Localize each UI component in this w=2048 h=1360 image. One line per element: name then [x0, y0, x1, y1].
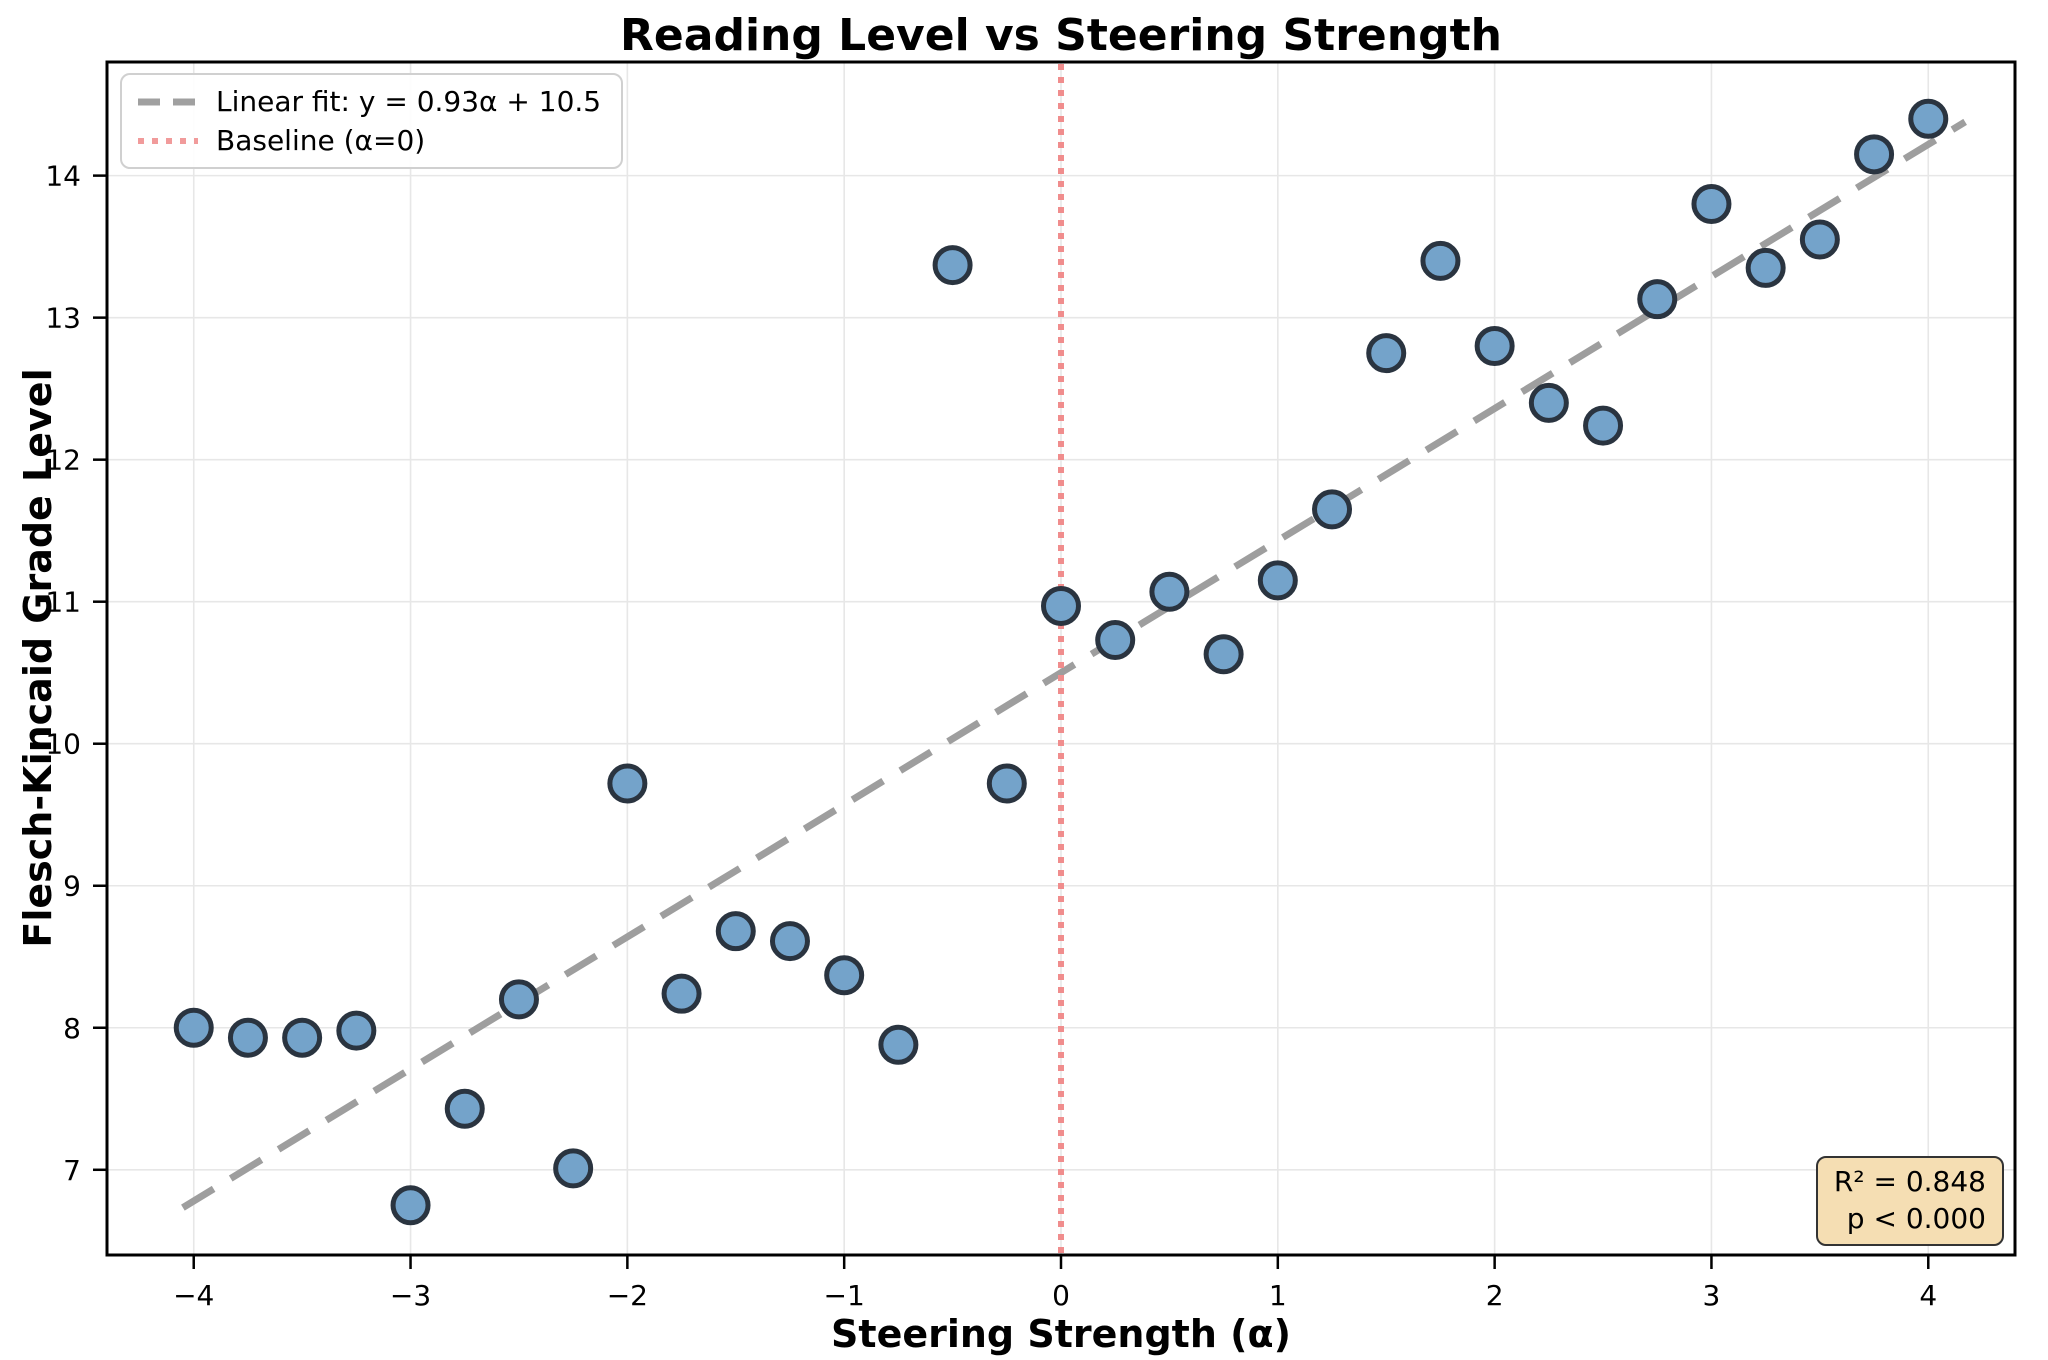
scatter-point — [1854, 134, 1895, 175]
scatter-point — [932, 245, 973, 286]
x-tick-label: −1 — [824, 1279, 865, 1312]
x-tick-label: 0 — [1052, 1279, 1070, 1312]
x-tick-label: 1 — [1269, 1279, 1287, 1312]
y-tick-label: 13 — [45, 302, 81, 335]
legend-label-baseline: Baseline (α=0) — [216, 124, 426, 157]
scatter-point — [1149, 571, 1190, 612]
legend-label-linear-fit: Linear fit: y = 0.93α + 10.5 — [216, 85, 602, 118]
scatter-point — [1583, 405, 1624, 446]
y-tick-label: 14 — [45, 160, 81, 193]
scatter-point — [1637, 279, 1678, 320]
scatter-point — [390, 1185, 431, 1226]
scatter-point — [1312, 489, 1353, 530]
y-axis-label: Flesch-Kincaid Grade Level — [16, 368, 60, 948]
scatter-point — [715, 911, 756, 952]
scatter-point — [498, 979, 539, 1020]
scatter-point — [1257, 560, 1298, 601]
stats-annotation: R² = 0.848 p < 0.000 — [1815, 1156, 2004, 1246]
y-tick-label: 8 — [63, 1012, 81, 1045]
scatter-point — [661, 973, 702, 1014]
scatter-point — [1420, 240, 1461, 281]
scatter-point — [769, 921, 810, 962]
y-tick-label: 10 — [45, 728, 81, 761]
scatter-point — [824, 955, 865, 996]
scatter-point — [1908, 98, 1949, 139]
y-tick-label: 9 — [63, 870, 81, 903]
legend-item-linear-fit: Linear fit: y = 0.93α + 10.5 — [136, 85, 601, 118]
y-tick-label: 7 — [63, 1154, 81, 1187]
scatter-point — [1745, 247, 1786, 288]
legend: Linear fit: y = 0.93α + 10.5 Baseline (α… — [120, 73, 624, 169]
scatter-point — [282, 1017, 323, 1058]
x-tick-label: −4 — [173, 1279, 214, 1312]
scatter-point — [1366, 333, 1407, 374]
scatter-point — [1095, 620, 1136, 661]
scatter-point — [444, 1088, 485, 1129]
x-tick-label: −3 — [390, 1279, 431, 1312]
x-tick-label: 4 — [1919, 1279, 1937, 1312]
x-tick-label: −2 — [607, 1279, 648, 1312]
scatter-point — [607, 763, 648, 804]
x-tick-label: 2 — [1486, 1279, 1504, 1312]
scatter-point — [1474, 326, 1515, 367]
scatter-point — [227, 1017, 268, 1058]
scatter-point — [336, 1010, 377, 1051]
x-tick-label: 3 — [1703, 1279, 1721, 1312]
dotted-line-swatch — [138, 137, 198, 144]
scatter-point — [878, 1024, 919, 1065]
scatter-point — [1691, 184, 1732, 225]
fit-line — [181, 118, 1967, 1211]
x-axis-label: Steering Strength (α) — [831, 1312, 1291, 1356]
scatter-point — [553, 1148, 594, 1189]
p-value: p < 0.000 — [1846, 1202, 1986, 1236]
scatter-point — [1528, 382, 1569, 423]
scatter-point — [1203, 634, 1244, 675]
y-tick-label: 12 — [45, 444, 81, 477]
scatter-point — [1041, 585, 1081, 626]
y-tick-label: 11 — [45, 586, 81, 619]
dashed-line-swatch — [138, 98, 198, 105]
legend-item-baseline: Baseline (α=0) — [136, 124, 601, 157]
r-squared-value: R² = 0.848 — [1833, 1165, 1986, 1199]
scatter-point — [986, 763, 1027, 804]
scatter-point — [173, 1007, 214, 1048]
chart-title: Reading Level vs Steering Strength — [620, 10, 1502, 61]
scatter-point — [1799, 219, 1840, 260]
